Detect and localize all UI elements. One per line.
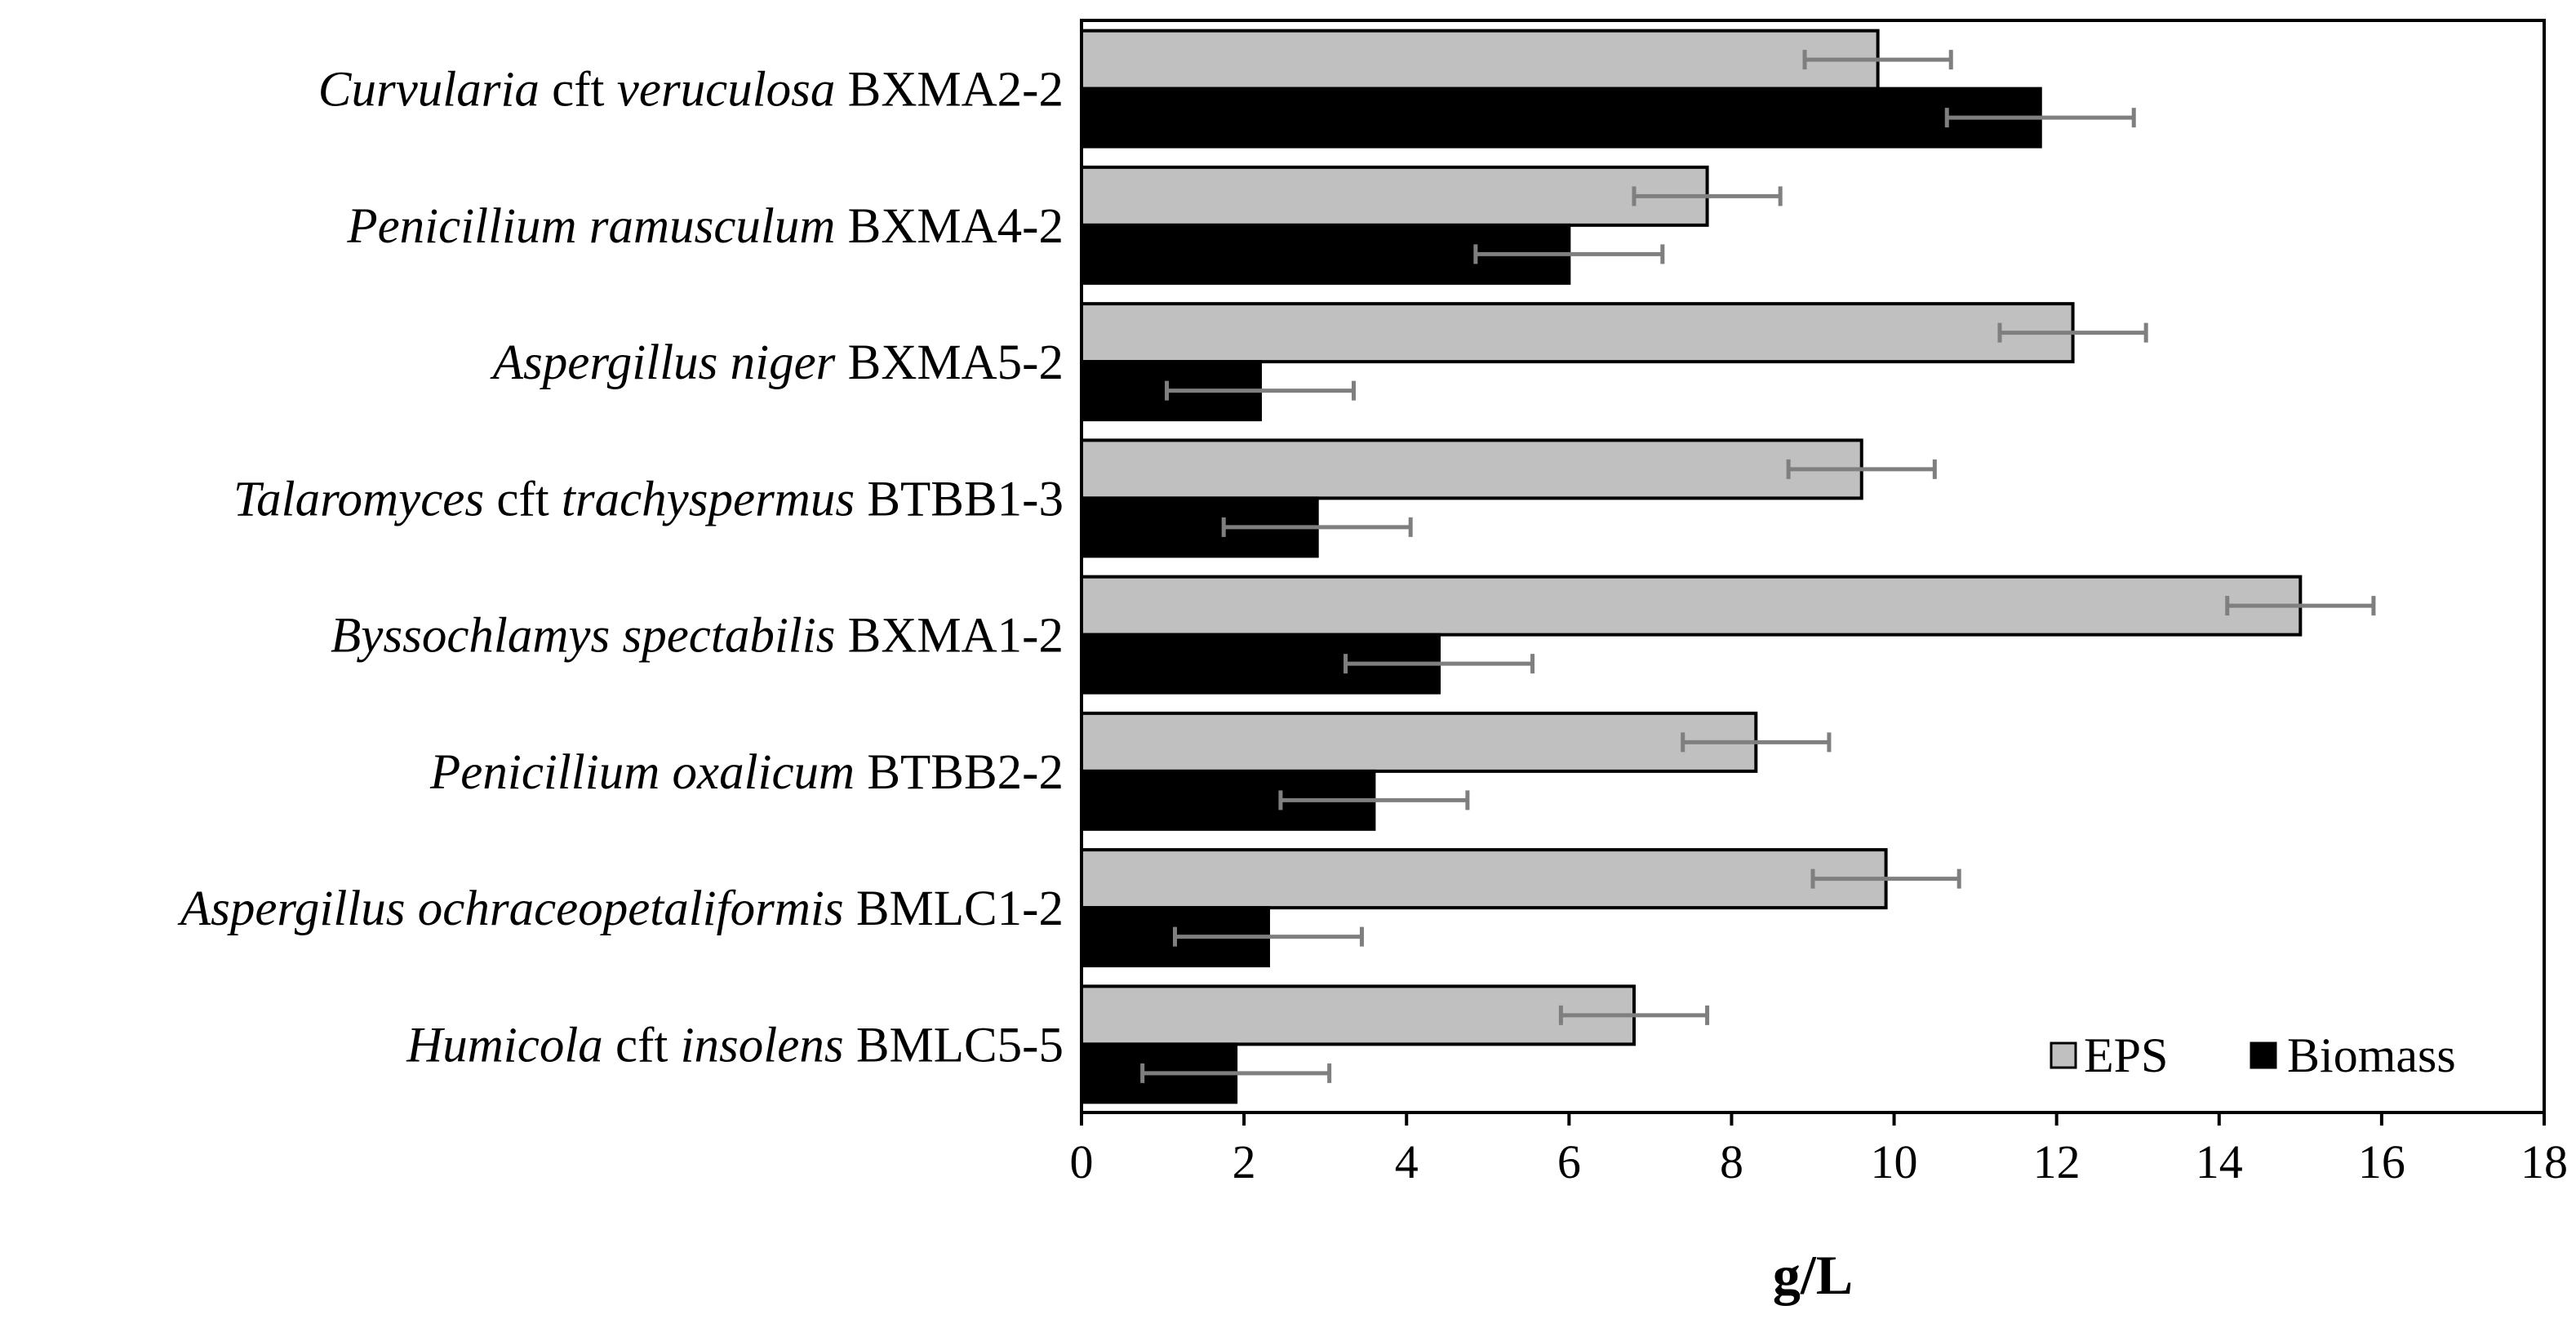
error-bar-biomass-6 bbox=[1172, 926, 1364, 947]
bar-eps-6 bbox=[1080, 848, 1888, 910]
error-bar-eps-4 bbox=[2225, 596, 2376, 616]
legend: EPS Biomass bbox=[2050, 1028, 2456, 1082]
category-label-0: Curvularia cft veruculosa BXMA2-2 bbox=[318, 63, 1064, 118]
error-bar-eps-5 bbox=[1681, 732, 1832, 753]
category-label-1: Penicillium ramusculum BXMA4-2 bbox=[346, 199, 1064, 254]
error-bar-biomass-2 bbox=[1165, 380, 1357, 401]
legend-swatch-biomass bbox=[2250, 1041, 2277, 1069]
error-bar-eps-0 bbox=[1802, 50, 1953, 70]
bar-eps-2 bbox=[1080, 302, 2075, 364]
error-bar-eps-7 bbox=[1558, 1005, 1710, 1025]
x-tick-label-12: 12 bbox=[2033, 1135, 2081, 1188]
x-tick-label-4: 4 bbox=[1395, 1135, 1419, 1188]
x-tick-label-16: 16 bbox=[2358, 1135, 2405, 1188]
x-tick-label-8: 8 bbox=[1720, 1135, 1743, 1188]
category-label-3: Talaromyces cft trachyspermus BTBB1-3 bbox=[233, 472, 1064, 526]
bar-layer bbox=[1080, 29, 2303, 1104]
x-tick-label-14: 14 bbox=[2196, 1135, 2243, 1188]
error-bar-biomass-3 bbox=[1221, 517, 1413, 537]
bar-eps-5 bbox=[1080, 711, 1758, 773]
legend-swatch-eps bbox=[2050, 1041, 2077, 1069]
bar-eps-7 bbox=[1080, 984, 1636, 1046]
category-label-6: Aspergillus ochraceopetaliformis BMLC1-2 bbox=[177, 882, 1064, 936]
error-bar-eps-6 bbox=[1810, 868, 1961, 889]
category-label-2: Aspergillus niger BXMA5-2 bbox=[490, 335, 1064, 390]
error-bar-biomass-0 bbox=[1944, 108, 2136, 128]
error-bar-eps-3 bbox=[1786, 459, 1937, 479]
bar-eps-0 bbox=[1080, 29, 1880, 91]
category-labels: Curvularia cft veruculosa BXMA2-2 Penicil… bbox=[177, 63, 1064, 1073]
x-tick-label-0: 0 bbox=[1070, 1135, 1094, 1188]
x-axis-title: g/L bbox=[1773, 1244, 1853, 1306]
error-bar-layer bbox=[1140, 50, 2376, 1083]
error-bar-biomass-1 bbox=[1473, 244, 1665, 264]
category-label-7: Humicola cft insolens BMLC5-5 bbox=[406, 1018, 1064, 1073]
x-axis: 0 2 4 6 8 10 12 14 16 18 bbox=[1070, 1112, 2568, 1188]
bar-eps-3 bbox=[1080, 438, 1863, 500]
error-bar-eps-1 bbox=[1632, 186, 1783, 207]
error-bar-biomass-4 bbox=[1344, 654, 1535, 674]
error-bar-biomass-5 bbox=[1278, 790, 1470, 810]
category-label-4: Byssochlamys spectabilis BXMA1-2 bbox=[331, 609, 1064, 664]
plot-area-frame bbox=[1080, 19, 2546, 1114]
x-tick-label-10: 10 bbox=[1871, 1135, 1918, 1188]
error-bar-eps-2 bbox=[1997, 322, 2148, 343]
error-bar-biomass-7 bbox=[1140, 1063, 1332, 1083]
x-tick-label-2: 2 bbox=[1232, 1135, 1256, 1188]
category-label-5: Penicillium oxalicum BTBB2-2 bbox=[429, 745, 1064, 800]
legend-label-biomass: Biomass bbox=[2287, 1028, 2456, 1082]
x-tick-label-18: 18 bbox=[2520, 1135, 2568, 1188]
x-tick-label-6: 6 bbox=[1557, 1135, 1581, 1188]
legend-label-eps: EPS bbox=[2084, 1028, 2168, 1082]
bar-eps-1 bbox=[1080, 165, 1709, 227]
bar-eps-4 bbox=[1080, 575, 2303, 637]
bar-biomass-0 bbox=[1080, 87, 2042, 149]
